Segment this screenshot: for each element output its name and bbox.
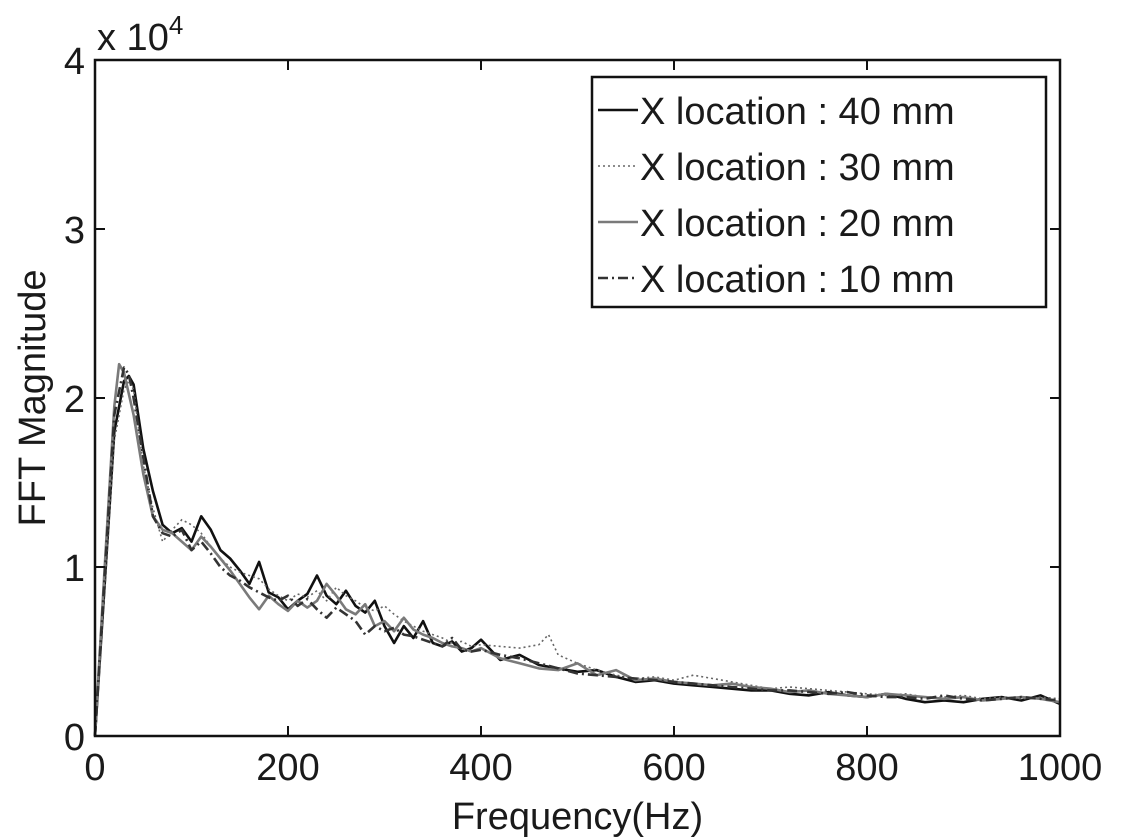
legend-label: X location : 20 mm <box>640 203 955 245</box>
legend-label: X location : 30 mm <box>640 147 955 189</box>
y-multiplier-label: x 104 <box>97 10 183 59</box>
y-tick-label: 1 <box>64 548 85 590</box>
legend-box <box>590 75 1048 309</box>
series-line-1 <box>93 374 1061 737</box>
x-tick-label: 800 <box>835 747 898 789</box>
series-line-2 <box>94 380 1061 737</box>
y-tick-label: 2 <box>64 379 85 421</box>
lines-layer <box>93 362 1061 737</box>
y-multiplier-base: x 10 <box>97 17 169 59</box>
series-line-4 <box>93 366 1061 737</box>
legend-label: X location : 10 mm <box>640 259 955 301</box>
y-multiplier-exponent: 4 <box>169 10 183 40</box>
x-tick-label: 200 <box>256 747 319 789</box>
series-line-3 <box>93 362 1061 737</box>
y-tick-label: 0 <box>64 717 85 759</box>
ticks-layer: 0 200 400 600 800 1000 0 1 2 3 4 <box>64 41 1102 789</box>
x-tick-label: 1000 <box>1018 747 1103 789</box>
y-tick-label: 3 <box>64 210 85 252</box>
y-tick-label: 4 <box>64 41 85 83</box>
x-tick-label: 400 <box>449 747 512 789</box>
legend: X location : 40 mm X location : 30 mm X lo… <box>590 75 1048 309</box>
legend-label: X location : 40 mm <box>640 91 955 133</box>
x-tick-label: 600 <box>642 747 705 789</box>
y-axis-title: FFT Magnitude <box>12 270 54 527</box>
x-tick-label: 0 <box>84 747 105 789</box>
x-axis-title: Frequency(Hz) <box>452 796 703 838</box>
